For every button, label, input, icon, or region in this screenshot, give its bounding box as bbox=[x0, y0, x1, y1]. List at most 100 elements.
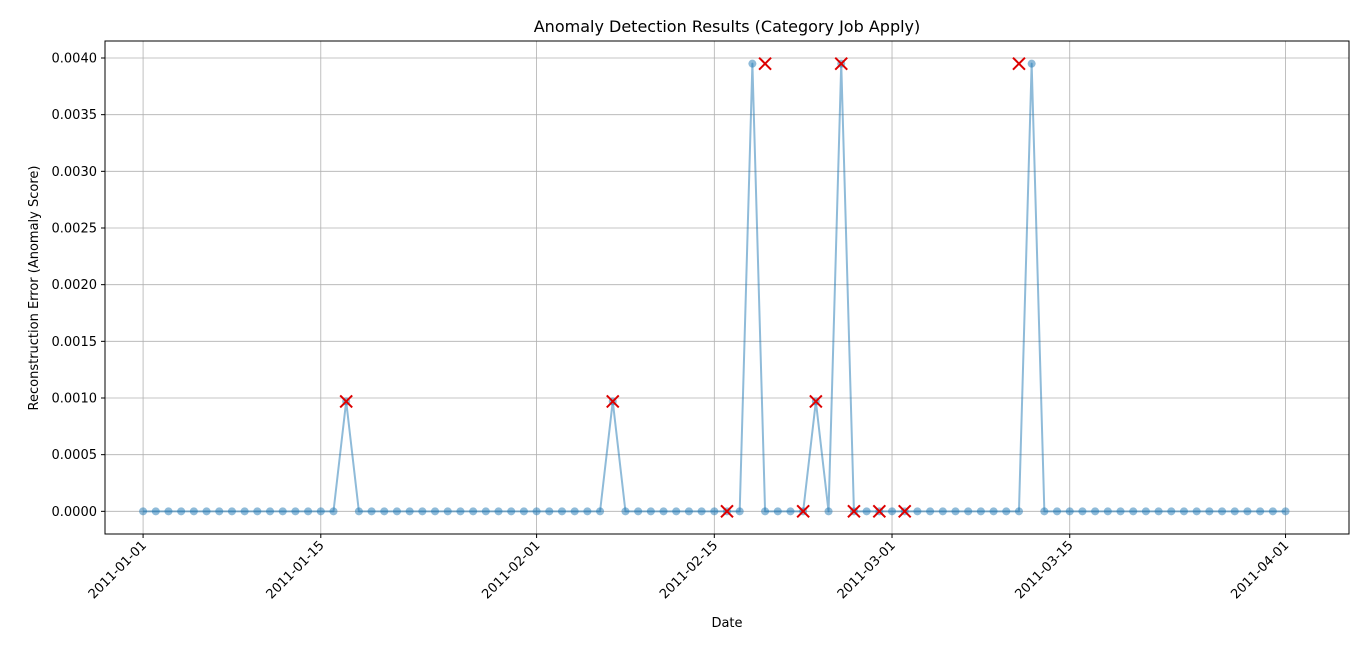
anomaly-marker-stroke bbox=[898, 504, 912, 519]
data-point bbox=[1014, 507, 1023, 516]
y-tick-label: 0.0000 bbox=[52, 505, 98, 520]
data-point bbox=[938, 507, 947, 516]
data-point bbox=[862, 507, 871, 516]
anomaly-marker-stroke bbox=[834, 56, 848, 71]
data-point bbox=[761, 507, 770, 516]
data-point bbox=[1154, 507, 1163, 516]
data-point bbox=[532, 507, 541, 516]
data-point bbox=[735, 507, 744, 516]
y-tick-label: 0.0010 bbox=[52, 392, 98, 407]
data-point bbox=[354, 507, 363, 516]
data-point bbox=[456, 507, 465, 516]
anomaly-marker-stroke bbox=[758, 56, 772, 71]
data-point bbox=[773, 507, 782, 516]
data-point bbox=[316, 507, 325, 516]
data-point bbox=[266, 507, 275, 516]
y-tick-label: 0.0020 bbox=[52, 278, 98, 293]
anomaly-marker-stroke bbox=[809, 394, 823, 409]
data-point bbox=[1218, 507, 1227, 516]
data-point bbox=[392, 507, 401, 516]
data-point bbox=[151, 507, 160, 516]
anomaly-marker bbox=[898, 504, 912, 519]
y-tick-label: 0.0030 bbox=[52, 165, 98, 180]
data-point bbox=[989, 507, 998, 516]
data-point bbox=[405, 507, 414, 516]
data-point bbox=[164, 507, 173, 516]
data-point bbox=[888, 507, 897, 516]
x-axis-title: Date bbox=[711, 616, 742, 631]
data-point bbox=[1078, 507, 1087, 516]
anomaly-marker-stroke bbox=[796, 504, 810, 519]
data-point bbox=[596, 507, 605, 516]
data-point bbox=[1040, 507, 1049, 516]
data-point bbox=[443, 507, 452, 516]
anomaly-marker bbox=[872, 504, 887, 519]
data-point bbox=[304, 507, 313, 516]
data-point bbox=[1167, 507, 1176, 516]
grid bbox=[105, 41, 1349, 534]
anomaly-marker bbox=[606, 394, 620, 409]
data-point bbox=[964, 507, 973, 516]
data-point bbox=[570, 507, 579, 516]
data-point bbox=[557, 507, 566, 516]
data-point bbox=[545, 507, 554, 516]
data-point bbox=[1053, 507, 1062, 516]
anomaly-marker bbox=[339, 394, 353, 409]
y-axis-title: Reconstruction Error (Anomaly Score) bbox=[27, 166, 42, 411]
data-point bbox=[481, 507, 490, 516]
plot-frame bbox=[104, 40, 1350, 535]
data-point bbox=[1179, 507, 1188, 516]
data-point bbox=[253, 507, 262, 516]
data-point bbox=[1027, 59, 1036, 68]
anomaly-marker-stroke bbox=[720, 504, 734, 519]
data-point bbox=[418, 507, 427, 516]
anomaly-marker-stroke bbox=[872, 504, 887, 519]
anomaly-marker-stroke bbox=[606, 394, 620, 409]
data-point bbox=[634, 507, 643, 516]
data-point bbox=[329, 507, 338, 516]
data-point bbox=[1281, 507, 1290, 516]
data-point bbox=[1230, 507, 1239, 516]
data-point bbox=[697, 507, 706, 516]
anomaly-marker bbox=[809, 394, 823, 409]
data-point bbox=[1192, 507, 1201, 516]
data-point bbox=[291, 507, 300, 516]
data-point bbox=[1243, 507, 1252, 516]
anomaly-marker bbox=[834, 56, 848, 71]
data-point bbox=[659, 507, 668, 516]
data-point bbox=[240, 507, 249, 516]
data-point bbox=[469, 507, 478, 516]
data-point bbox=[672, 507, 681, 516]
series-layer bbox=[139, 59, 1290, 516]
data-point bbox=[786, 507, 795, 516]
data-point bbox=[1116, 507, 1125, 516]
data-point bbox=[1103, 507, 1112, 516]
data-point bbox=[431, 507, 440, 516]
y-tick-label: 0.0035 bbox=[52, 108, 98, 123]
data-point bbox=[1205, 507, 1214, 516]
anomaly-marker bbox=[847, 504, 861, 519]
data-point bbox=[684, 507, 693, 516]
anomaly-marker-stroke bbox=[1012, 56, 1026, 71]
data-point bbox=[1065, 507, 1074, 516]
data-point bbox=[1129, 507, 1138, 516]
data-point bbox=[976, 507, 985, 516]
y-tick-label: 0.0015 bbox=[52, 335, 98, 350]
data-point bbox=[177, 507, 186, 516]
data-point bbox=[710, 507, 719, 516]
anomaly-marker bbox=[1012, 56, 1026, 71]
data-point bbox=[1141, 507, 1150, 516]
data-point bbox=[621, 507, 630, 516]
y-tick-label: 0.0005 bbox=[52, 448, 98, 463]
data-point bbox=[1256, 507, 1265, 516]
data-point bbox=[367, 507, 376, 516]
data-point bbox=[139, 507, 148, 516]
data-point bbox=[519, 507, 528, 516]
data-point bbox=[583, 507, 592, 516]
data-point bbox=[1002, 507, 1011, 516]
data-point bbox=[278, 507, 287, 516]
data-point bbox=[926, 507, 935, 516]
anomaly-marker bbox=[758, 56, 772, 71]
